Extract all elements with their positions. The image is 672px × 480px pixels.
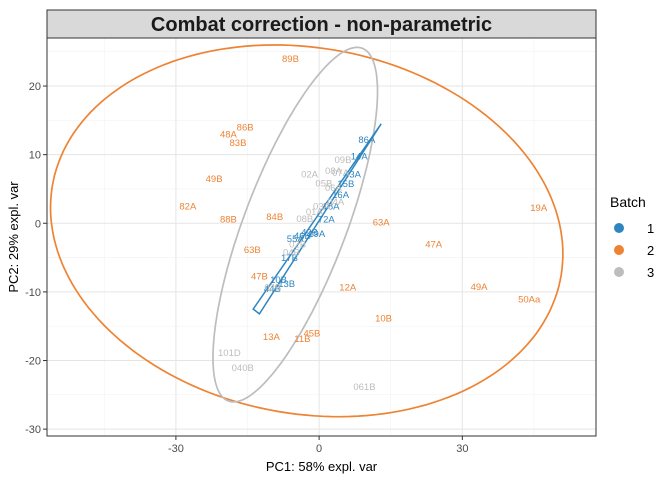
x-axis-ticks: -30 0 30: [168, 436, 468, 455]
sample-label-batch-2: 88B: [220, 215, 237, 226]
sample-label-batch-3: 061B: [353, 382, 375, 393]
y-tick-label: -20: [25, 356, 41, 368]
sample-label-batch-2: 19A: [530, 203, 548, 214]
sample-label-batch-3: 04A: [327, 197, 345, 208]
sample-label-batch-3: 08B: [296, 214, 313, 225]
chart-title: Combat correction - non-parametric: [151, 14, 492, 36]
plot-panel-border: [46, 37, 597, 437]
sample-label-batch-2: 63A: [373, 217, 391, 228]
sample-label-batch-3: 040B: [232, 363, 254, 374]
sample-label-batch-1: 18A: [323, 202, 341, 213]
hull-batch-1: [252, 123, 382, 315]
sample-labels: 86A14A15B43A16A18A72A19A42B46B55A17B10B1…: [179, 54, 547, 393]
sample-label-batch-3: 101D: [218, 348, 241, 359]
ellipse-batch-2: [49, 44, 564, 418]
legend-key-2: [614, 245, 624, 255]
sample-label-batch-3: 09B: [335, 155, 352, 166]
sample-label-batch-3: 08A: [325, 166, 343, 177]
x-tick-label: -30: [168, 443, 184, 455]
ellipse-batch-3: [212, 46, 379, 403]
y-tick-label: -10: [25, 287, 41, 299]
sample-label-batch-3: 02A: [301, 169, 319, 180]
batch-ellipses: [49, 44, 564, 418]
sample-label-batch-2: 83B: [230, 138, 247, 149]
grid-lines: [47, 38, 596, 436]
sample-label-batch-2: 45B: [303, 329, 320, 340]
sample-label-batch-1: 42B: [301, 228, 318, 239]
sample-label-batch-3: 06A: [325, 183, 343, 194]
sample-label-batch-2: 84B: [266, 212, 283, 223]
batch-hulls: [252, 123, 382, 315]
sample-label-batch-2: 49B: [206, 174, 223, 185]
sample-label-batch-1: 86A: [358, 135, 376, 146]
sample-label-batch-1: 44B: [264, 284, 281, 295]
sample-label-batch-3: 07A: [332, 168, 350, 179]
sample-label-batch-2: 86B: [237, 123, 254, 134]
x-tick-label: 30: [456, 443, 468, 455]
sample-label-batch-2: 89B: [282, 54, 299, 65]
sample-label-batch-1: 14A: [351, 152, 369, 163]
legend-label-2: 2: [647, 243, 654, 258]
legend-items: 1 2 3: [614, 221, 654, 280]
sample-label-batch-1: 17B: [281, 253, 298, 264]
y-axis-title: PC2: 29% expl. var: [6, 181, 21, 293]
y-tick-label: 0: [35, 218, 41, 230]
sample-label-batch-2: 12A: [339, 283, 357, 294]
sample-label-batch-2: 10B: [375, 313, 392, 324]
plot-panel: [47, 38, 596, 436]
y-tick-label: -30: [25, 424, 41, 436]
sample-label-batch-3: 05B: [315, 178, 332, 189]
sample-label-batch-3: 03A: [313, 202, 331, 213]
sample-label-batch-1: 72A: [318, 215, 336, 226]
legend-key-3: [614, 267, 624, 277]
sample-label-batch-2: 63B: [244, 245, 261, 256]
sample-label-batch-2: 48A: [220, 130, 238, 141]
legend: Batch 1 2 3: [610, 194, 654, 280]
sample-label-batch-3: 02B: [289, 239, 306, 250]
y-tick-label: 20: [29, 81, 41, 93]
sample-label-batch-2: 13A: [263, 332, 281, 343]
sample-label-batch-2: 50Aa: [518, 294, 541, 305]
sample-label-batch-2: 49A: [471, 282, 489, 293]
legend-title: Batch: [610, 194, 646, 210]
y-axis-ticks: -30 -20 -10 0 10 20: [25, 81, 47, 436]
sample-label-batch-1: 15B: [337, 179, 354, 190]
sample-label-batch-1: 43A: [344, 169, 362, 180]
sample-label-batch-1: 55A: [287, 234, 305, 245]
sample-label-batch-1: 16A: [332, 190, 350, 201]
sample-label-batch-1: 13B: [278, 279, 295, 290]
legend-key-1: [614, 223, 624, 233]
sample-label-batch-1: 46B: [294, 231, 311, 242]
sample-label-batch-2: 47A: [425, 239, 443, 250]
sample-label-batch-1: 10B: [270, 275, 287, 286]
sample-label-batch-3: 03B: [264, 283, 281, 294]
x-tick-label: 0: [316, 443, 322, 455]
x-axis-title: PC1: 58% expl. var: [266, 459, 378, 474]
sample-label-batch-2: 11B: [294, 334, 310, 345]
sample-label-batch-1: 19A: [308, 229, 326, 240]
title-strip: [46, 9, 597, 39]
y-tick-label: 10: [29, 150, 41, 162]
legend-label-3: 3: [647, 265, 654, 280]
sample-label-batch-3: 01A: [306, 207, 324, 218]
sample-label-batch-2: 47B: [251, 272, 268, 283]
legend-label-1: 1: [647, 221, 654, 236]
sample-label-batch-3: 04B: [283, 248, 300, 259]
sample-label-batch-2: 82A: [179, 202, 197, 213]
